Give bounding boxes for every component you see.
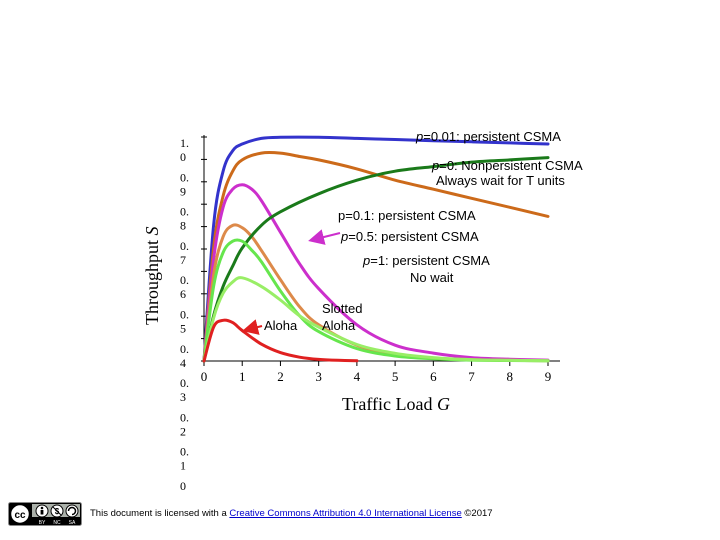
cc-by-nc-sa-badge-icon: cc $ BY NC SA [8, 502, 82, 526]
y-tick-label: 0 [180, 479, 186, 493]
y-tick-labels: 1. 0 0. 9 0. 8 0. 7 0. 6 0. 5 0. 4 0. 3 0. 2 0. 1 0 [180, 136, 189, 493]
x-tick-label: 8 [507, 369, 514, 384]
y-tick-label: 1. 0 [180, 136, 189, 164]
license-footer: cc $ BY NC SA This document is licensed … [8, 502, 528, 526]
label-p0-wait: Always wait for T units [436, 173, 565, 188]
label-p01: p=0.1: persistent CSMA [338, 208, 476, 223]
y-tick-label: 0. 2 [180, 410, 189, 438]
badge-sa-text: SA [69, 520, 76, 526]
x-tick-label: 7 [468, 369, 475, 384]
series-line-7: Aloha [202, 318, 359, 363]
badge-nc-text: NC [53, 520, 61, 526]
series-line-6: Slotted Aloha [202, 276, 550, 363]
throughput-chart: Throughput S Traffic Load G 1. 0 0. 9 0. 8 0. 7… [142, 129, 583, 493]
label-p1-nowait: No wait [410, 270, 454, 285]
y-tick-label: 0. 1 [180, 445, 189, 473]
x-tick-label: 2 [277, 369, 284, 384]
label-p05: p=0.5: persistent CSMA [340, 229, 479, 244]
license-text: This document is licensed with a Creativ… [90, 508, 493, 519]
y-axis-label: Throughput S [142, 227, 162, 326]
y-tick-label: 0. 9 [180, 170, 189, 198]
y-tick-label: 0. 8 [180, 205, 189, 233]
series-line-2: p=0.1 persistent CSMA [202, 183, 550, 363]
y-tick-label: 0. 5 [180, 308, 189, 336]
label-slotted-line2: Aloha [322, 318, 356, 333]
license-prefix: This document is licensed with a [90, 508, 230, 519]
arrow-aloha [242, 319, 263, 335]
license-suffix: ©2017 [461, 508, 493, 519]
x-tick-label: 3 [315, 369, 322, 384]
label-p1: p=1: persistent CSMA [362, 253, 490, 268]
x-tick-label: 4 [354, 369, 361, 384]
label-p001: p=0.01: persistent CSMA [415, 129, 561, 144]
badge-by-text: BY [39, 520, 46, 526]
label-p0: p=0: Nonpersistent CSMA [431, 158, 583, 173]
series-line-0: p=0.01 persistent CSMA [202, 135, 550, 363]
series-line-1: p=0 Nonpersistent CSMA [202, 150, 550, 363]
x-tick-label: 9 [545, 369, 552, 384]
y-tick-label: 0. 7 [180, 239, 189, 267]
x-axis-label: Traffic Load G [342, 394, 450, 414]
license-link[interactable]: Creative Commons Attribution 4.0 Interna… [229, 508, 462, 519]
arrow-p05 [308, 229, 341, 245]
series-line-4: Nonpersistent CSMA always wait for T uni… [202, 156, 550, 363]
y-tick-label: 0. 6 [180, 273, 189, 301]
y-tick-label: 0. 3 [180, 376, 189, 404]
x-tick-label: 6 [430, 369, 437, 384]
y-tick-label: 0. 4 [180, 342, 189, 370]
label-aloha: Aloha [264, 318, 298, 333]
badge-cc-text: cc [14, 510, 26, 521]
x-tick-label: 5 [392, 369, 399, 384]
x-tick-label: 1 [239, 369, 246, 384]
x-tick-labels: 0 1 2 3 4 5 6 7 8 9 [201, 361, 552, 384]
label-slotted-line1: Slotted [322, 301, 362, 316]
x-tick-label: 0 [201, 369, 208, 384]
